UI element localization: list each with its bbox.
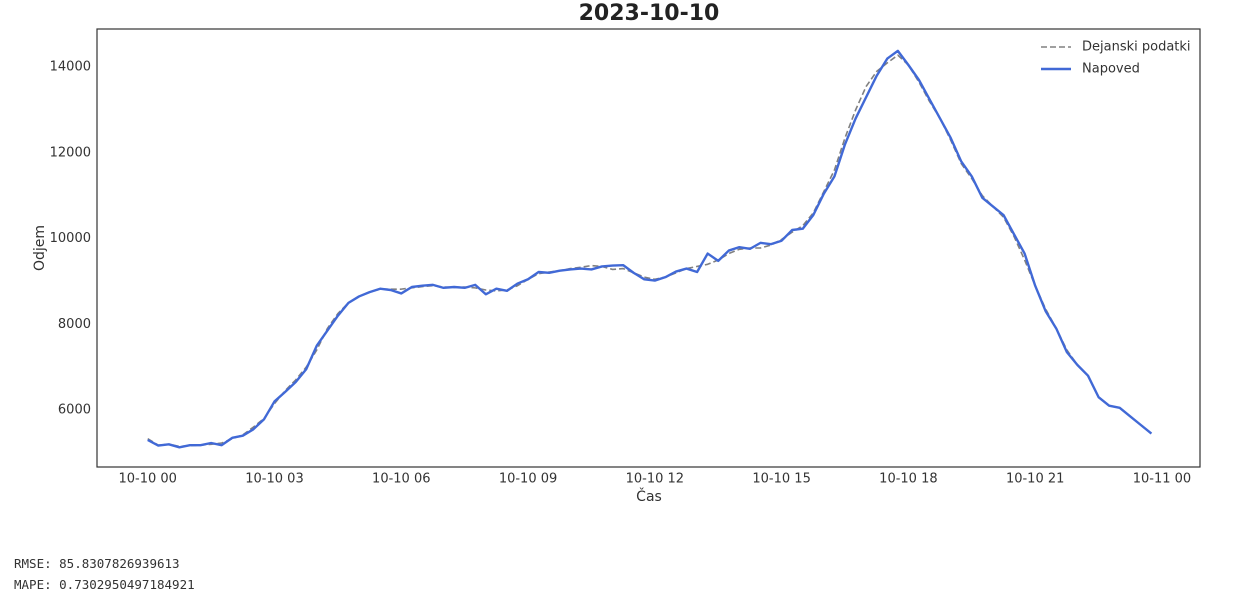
x-tick-label: 10-10 09 <box>499 472 557 487</box>
y-axis-label: Odjem <box>32 225 48 271</box>
x-axis-label: Čas <box>636 487 662 505</box>
series-line <box>147 49 1153 449</box>
y-tick-label: 12000 <box>50 145 91 160</box>
output-text: RMSE: 85.8307826939613 MAPE: 0.730295049… <box>14 553 195 595</box>
x-tick-label: 10-10 21 <box>1006 472 1064 487</box>
series-line <box>147 54 1152 448</box>
x-tick-label: 10-10 18 <box>879 472 937 487</box>
x-tick-label: 10-10 12 <box>626 472 684 487</box>
mape: MAPE: 0.7302950497184921 <box>14 577 195 592</box>
legend-label: Dejanski podatki <box>1082 40 1191 55</box>
y-tick-label: 14000 <box>50 60 91 75</box>
x-tick-label: 10-10 15 <box>752 472 810 487</box>
rmse: RMSE: 85.8307826939613 <box>14 556 180 571</box>
x-tick-label: 10-10 00 <box>118 472 176 487</box>
y-tick-label: 10000 <box>50 231 91 246</box>
y-tick-label: 6000 <box>58 403 91 418</box>
x-tick-label: 10-10 03 <box>245 472 303 487</box>
legend-label: Napoved <box>1082 62 1140 77</box>
chart: 2023-10-10 Čas Odjem 6000 8000 10000 12000 1… <box>32 1 1201 505</box>
x-tick-label: 10-10 06 <box>372 472 430 487</box>
y-tick-label: 8000 <box>58 317 91 332</box>
x-tick-label: 10-11 00 <box>1133 472 1191 487</box>
chart-title: 2023-10-10 <box>579 1 720 26</box>
plot-frame <box>96 28 1201 468</box>
